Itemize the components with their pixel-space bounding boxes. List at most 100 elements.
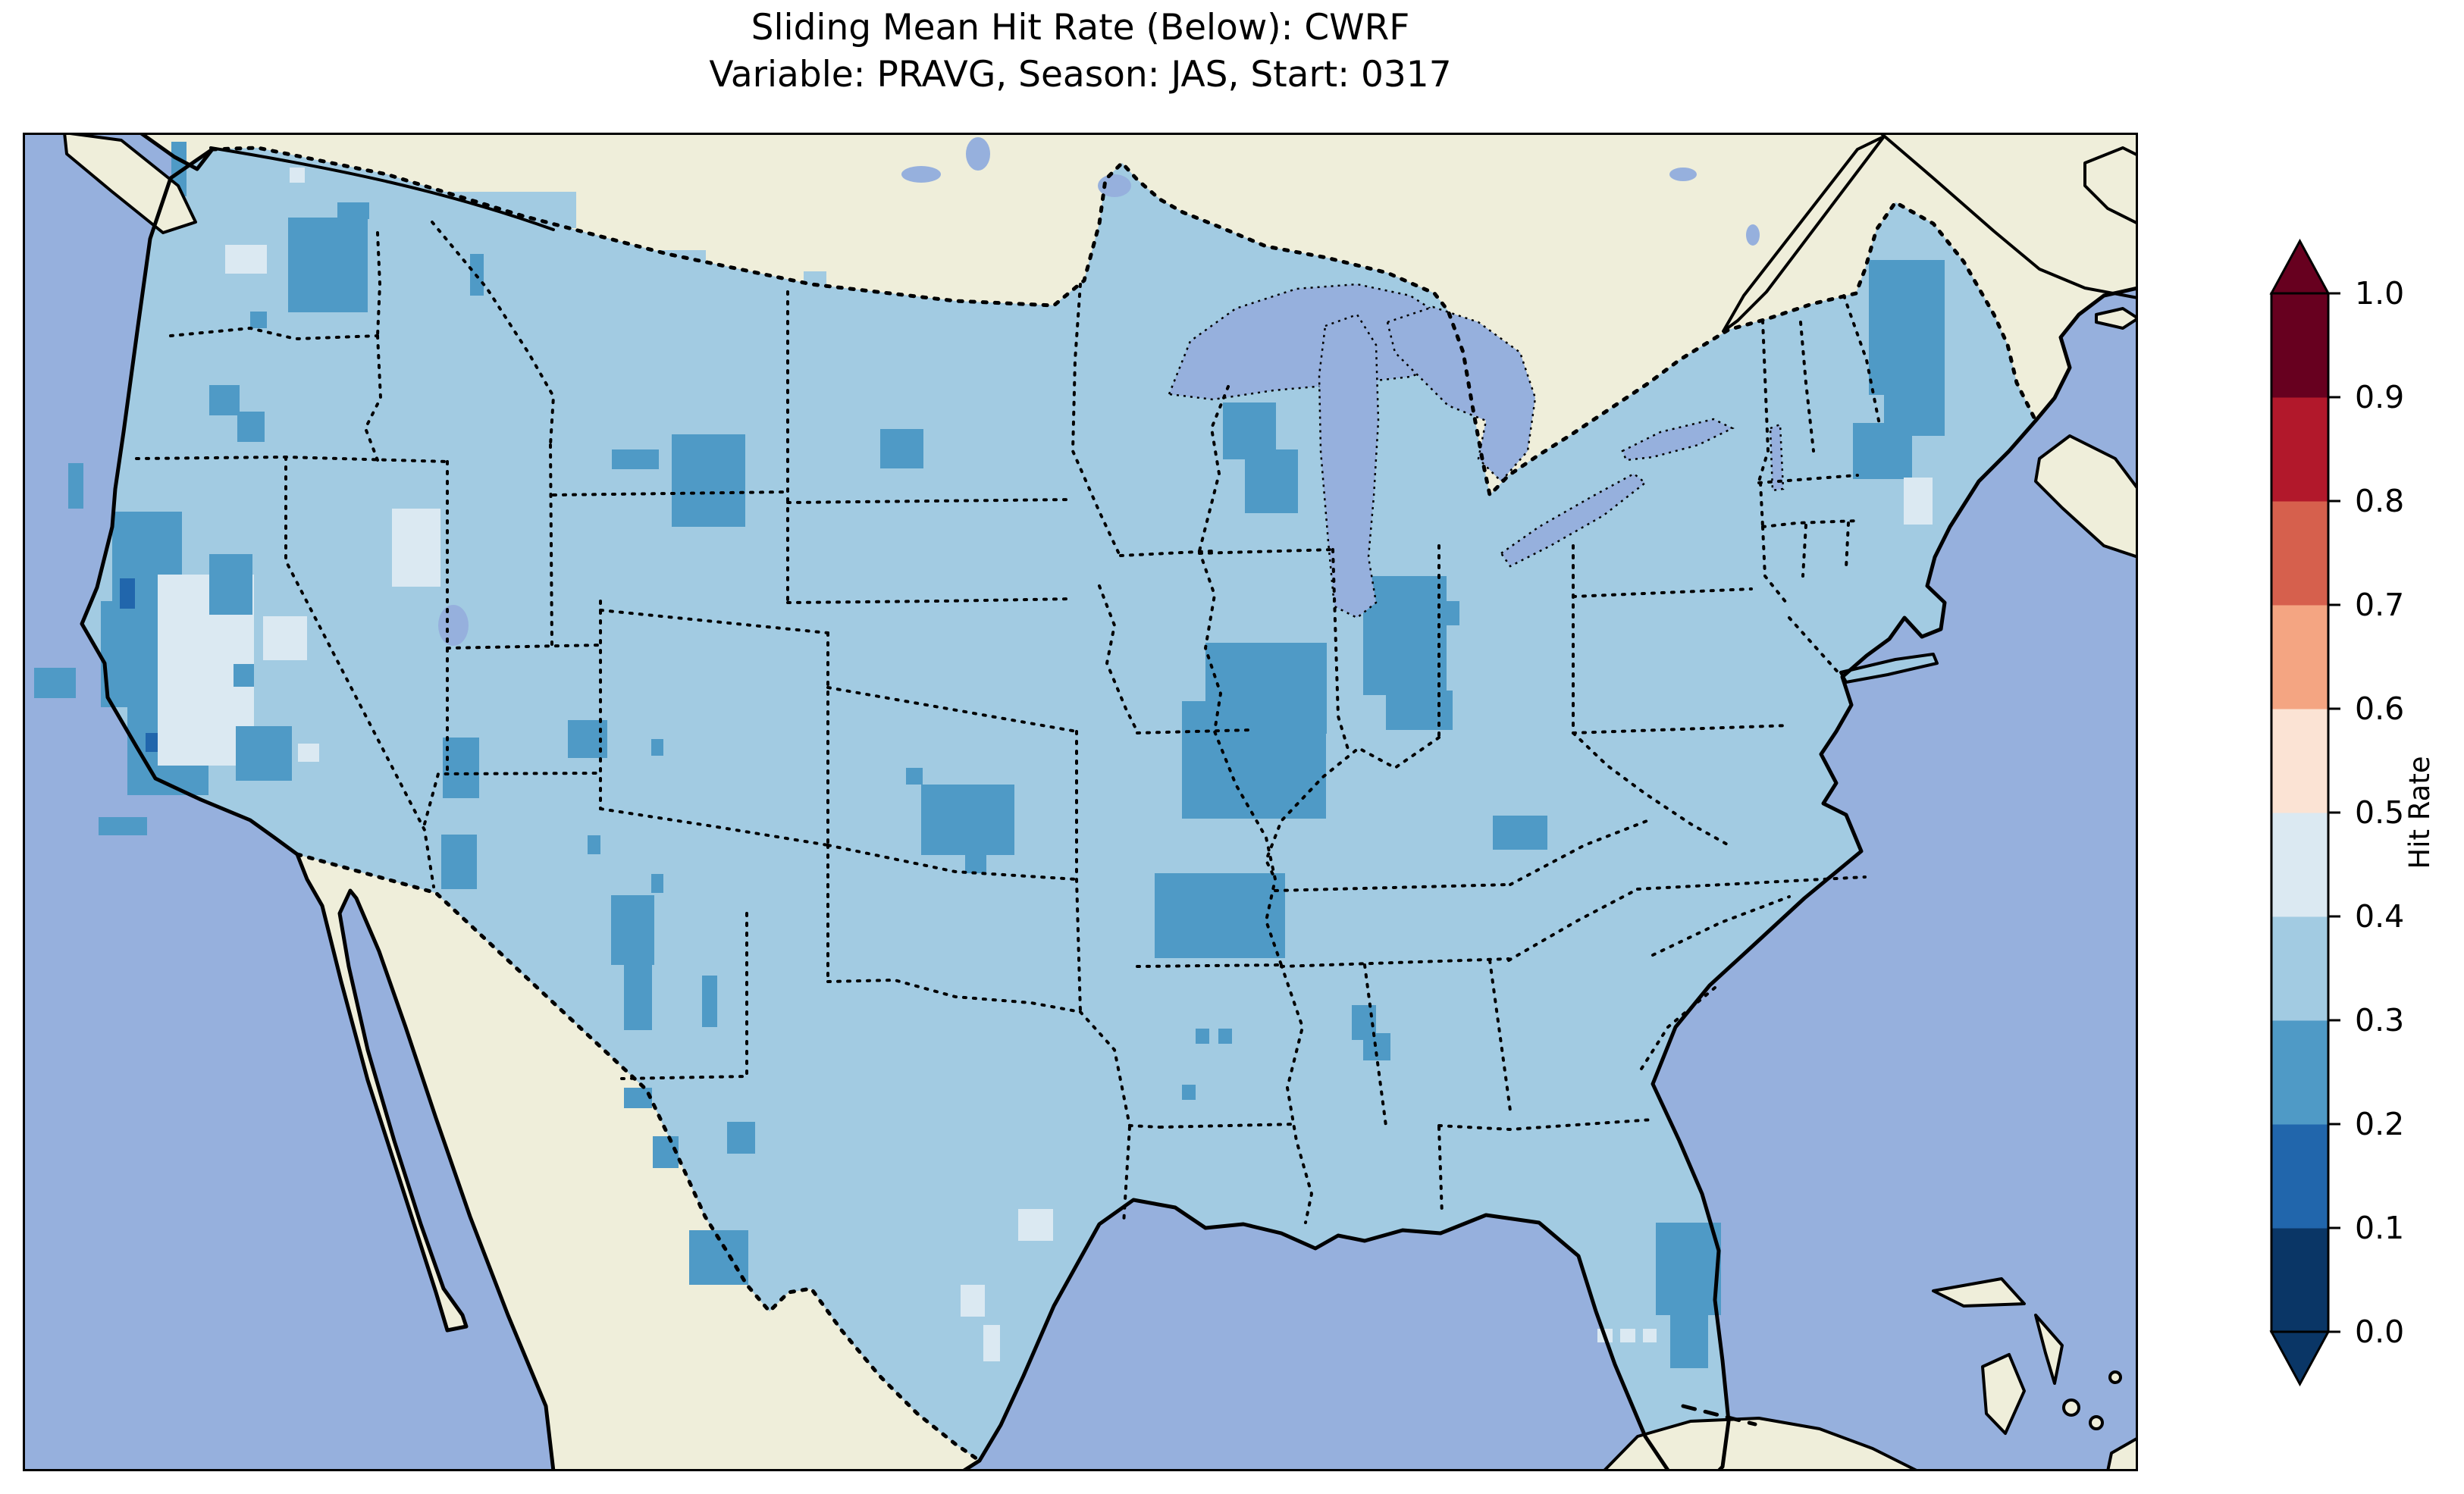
hit-rate-cell (1155, 873, 1285, 958)
hit-rate-cell (1620, 1329, 1635, 1342)
hispaniola-corner (2106, 1436, 2138, 1471)
colorbar-tick-label: 0.5 (2355, 794, 2404, 831)
hit-rate-cell (961, 1285, 985, 1317)
canada-lake-2 (966, 137, 990, 171)
pacific-coastline (80, 147, 556, 1471)
colorbar-tick-label: 0.7 (2355, 587, 2404, 623)
chart-title: Sliding Mean Hit Rate (Below): CWRF Vari… (23, 5, 2138, 99)
hit-rate-cell (225, 245, 267, 274)
lake-of-the-woods (1098, 174, 1131, 197)
hit-rate-cell (237, 412, 265, 442)
colorbar-ticks: 0.0 0.1 0.2 0.3 0.4 0.5 0.6 0.7 0.8 0.9 1.0 (2328, 275, 2404, 1350)
lake-huron (1386, 305, 1537, 483)
colorbar-extend-high-arrow (2269, 238, 2331, 295)
colorbar-axis-label: Hit Rate (2403, 756, 2436, 869)
colorbar-tick-label: 0.3 (2355, 1002, 2404, 1038)
hit-rate-cell (1643, 1329, 1657, 1342)
chart-title-line2: Variable: PRAVG, Season: JAS, Start: 031… (709, 54, 1452, 96)
hit-rate-cell (1182, 1085, 1196, 1100)
colorbar-bin-0.7-0.8 (2271, 501, 2328, 606)
eleuthera (2034, 1314, 2064, 1385)
hit-rate-cell (1440, 601, 1459, 625)
hit-rate-cell (906, 768, 923, 785)
bahama-cay-3 (2108, 1370, 2122, 1384)
hit-rate-cell (209, 385, 240, 415)
coastlines-group (80, 133, 2138, 1471)
hit-rate-cell (702, 976, 717, 1027)
hit-rate-cell (624, 1088, 652, 1108)
hit-rate-cell (1218, 1029, 1232, 1044)
colorbar-bin-0.2-0.3 (2271, 1020, 2328, 1125)
us-mexico-border (295, 852, 982, 1463)
hit-rate-cell (1904, 478, 1933, 525)
lake-ontario (1621, 418, 1735, 462)
bahama-cay-2 (2089, 1415, 2104, 1430)
colorbar-bin-0.0-0.1 (2271, 1228, 2328, 1333)
colorbar-extend-low-arrow (2269, 1330, 2331, 1387)
conus-data-region (82, 148, 2036, 1471)
colorbar-bin-0.4-0.5 (2271, 813, 2328, 917)
colorbar-panel: 0.0 0.1 0.2 0.3 0.4 0.5 0.6 0.7 0.8 0.9 1.0 Hit Ra… (2243, 212, 2464, 1455)
hit-rate-cell (392, 509, 440, 587)
prince-edward-island (2095, 307, 2138, 330)
colorbar-tick-label: 0.4 (2355, 898, 2404, 935)
hit-rate-cell (298, 744, 319, 762)
hit-rate-cell (880, 429, 923, 468)
hit-rate-cell (965, 855, 986, 873)
map-canvas (23, 133, 2138, 1471)
hit-rate-cell (588, 835, 600, 854)
hit-rate-cell (1656, 1223, 1721, 1315)
colorbar-bin-0.3-0.4 (2271, 916, 2328, 1021)
hit-rate-cell (290, 168, 305, 183)
lake-erie (1500, 472, 1647, 568)
lake-champlain (1769, 423, 1785, 492)
canada-lake-1 (901, 166, 941, 183)
hit-rate-cell (99, 817, 147, 835)
us-canada-border (210, 146, 2038, 497)
colorbar-bin-0.8-0.9 (2271, 397, 2328, 502)
land-mexico (297, 854, 980, 1471)
bahama-cay-1 (2062, 1398, 2080, 1417)
colorbar-canvas: 0.0 0.1 0.2 0.3 0.4 0.5 0.6 0.7 0.8 0.9 1.0 Hit Ra… (2269, 238, 2436, 1387)
hit-rate-grid-cells (34, 142, 1945, 1368)
lakes-group (438, 137, 1785, 646)
land-canada (140, 133, 2138, 495)
hit-rate-cell (657, 250, 706, 279)
canada-lake-4 (1746, 224, 1760, 246)
andros-island (1981, 1353, 2026, 1435)
hit-rate-cell (34, 668, 76, 698)
colorbar-tick-label: 0.9 (2355, 379, 2404, 415)
hit-rate-cell (611, 895, 654, 965)
hit-rate-cell (612, 449, 659, 469)
hit-rate-cell (624, 963, 652, 1030)
hit-rate-cell (983, 1325, 1000, 1361)
colorbar-bin-0.9-1.0 (2271, 293, 2328, 398)
canada-lake-3 (1669, 168, 1697, 181)
lake-michigan (1318, 313, 1380, 619)
hit-rate-cell (337, 202, 369, 219)
hit-rate-cell (120, 578, 135, 609)
axes-frame (23, 133, 2138, 1471)
nova-scotia (2034, 434, 2138, 559)
grand-bahama (1932, 1277, 2026, 1308)
map-panel (23, 133, 2138, 1471)
florida-keys (1681, 1404, 1757, 1427)
hit-rate-cell (727, 1122, 755, 1154)
colorbar-tick-label: 1.0 (2355, 275, 2404, 312)
hit-rate-cell (1670, 1314, 1708, 1368)
hit-rate-cell (1182, 701, 1326, 819)
hit-rate-cell (1363, 576, 1447, 695)
colorbar-bin-0.6-0.7 (2271, 605, 2328, 709)
islands-group (63, 133, 2138, 1471)
vancouver-island (63, 133, 197, 234)
colorbar-tick-label: 0.2 (2355, 1106, 2404, 1142)
hit-rate-cell (288, 218, 368, 312)
hit-rate-cell (209, 554, 252, 615)
long-island (1839, 653, 1939, 684)
colorbar-bins (2269, 238, 2331, 1387)
hit-rate-cell (1196, 1029, 1209, 1044)
state-borders-group (135, 221, 1882, 1226)
colorbar-tick-label: 0.8 (2355, 483, 2404, 519)
hit-rate-cell (236, 726, 292, 781)
hit-rate-cell (921, 785, 1014, 855)
